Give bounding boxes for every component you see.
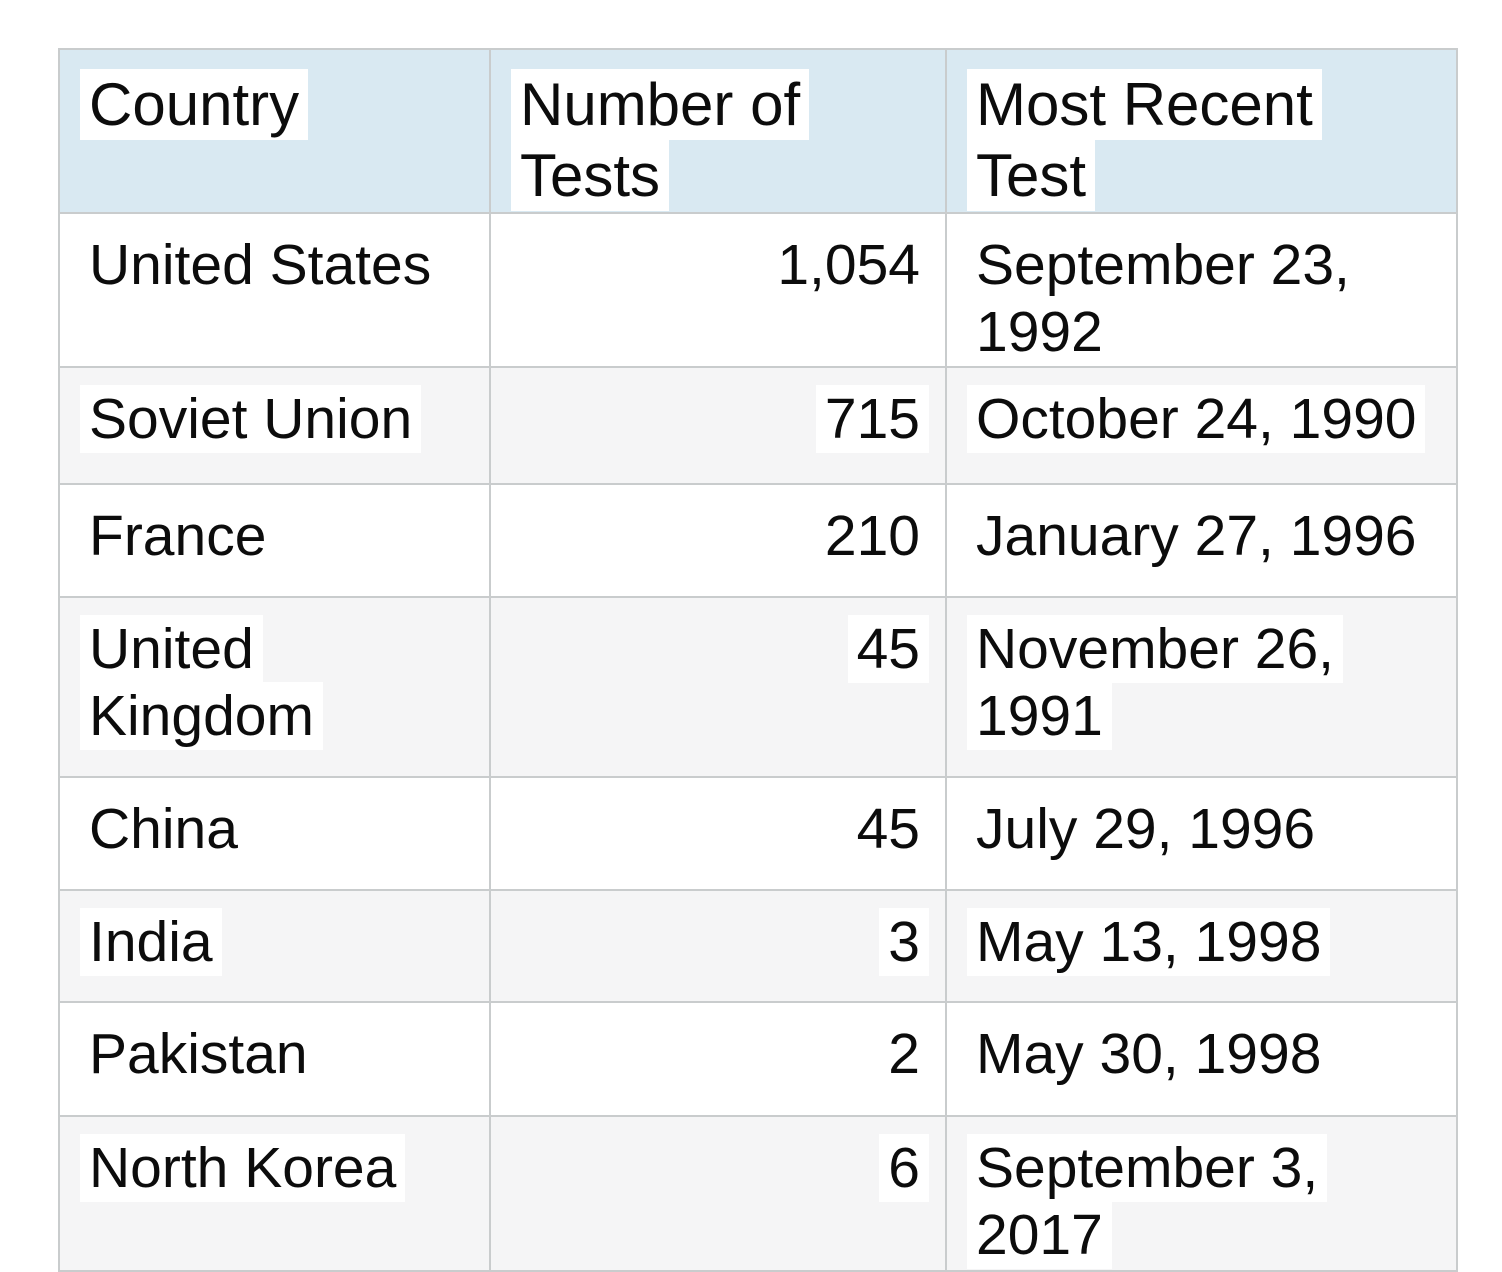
tests-value: 45 — [847, 615, 929, 684]
table-row-united-states: United States 1,054 September 23, 1992 — [58, 211, 1458, 369]
table-row-north-korea: North Korea 6 September 3, 2017 — [58, 1115, 1458, 1272]
country-cell: United States — [58, 211, 491, 369]
table-row-pakistan: Pakistan 2 May 30, 1998 — [58, 1001, 1458, 1118]
tests-value: 6 — [879, 1134, 929, 1203]
nuclear-tests-table-container: Country Number of Tests Most Recent Test… — [58, 48, 1458, 1272]
tests-value: 715 — [815, 385, 929, 454]
table-row-united-kingdom: United Kingdom 45 November 26, 1991 — [58, 596, 1458, 779]
most-recent-test-header: Most Recent Test — [945, 48, 1458, 214]
tests-cell: 45 — [489, 776, 947, 892]
tests-cell: 210 — [489, 483, 947, 599]
date-value: May 30, 1998 — [967, 1020, 1331, 1089]
table-row-china: China 45 July 29, 1996 — [58, 776, 1458, 892]
header-row: Country Number of Tests Most Recent Test — [58, 48, 1458, 214]
tests-cell: 6 — [489, 1115, 947, 1272]
tests-value: 3 — [879, 908, 929, 977]
date-value: October 24, 1990 — [967, 385, 1426, 454]
country-cell: India — [58, 889, 491, 1004]
country-value: France — [80, 502, 276, 571]
tests-value: 1,054 — [768, 230, 929, 299]
country-value: United States — [80, 230, 441, 299]
country-cell: France — [58, 483, 491, 599]
country-value: Pakistan — [80, 1020, 317, 1089]
number-of-tests-header: Number of Tests — [489, 48, 947, 214]
date-cell: September 23, 1992 — [945, 211, 1458, 369]
date-cell: November 26, 1991 — [945, 596, 1458, 779]
country-value: Soviet Union — [80, 385, 422, 454]
tests-value: 45 — [847, 795, 929, 864]
country-cell: Pakistan — [58, 1001, 491, 1118]
country-cell: China — [58, 776, 491, 892]
date-cell: July 29, 1996 — [945, 776, 1458, 892]
date-value: November 26, 1991 — [967, 615, 1344, 751]
most-recent-test-header-label: Most Recent Test — [967, 69, 1322, 211]
table-row-france: France 210 January 27, 1996 — [58, 483, 1458, 599]
tests-cell: 2 — [489, 1001, 947, 1118]
date-value: July 29, 1996 — [967, 795, 1325, 864]
date-cell: September 3, 2017 — [945, 1115, 1458, 1272]
nuclear-tests-table: Country Number of Tests Most Recent Test… — [58, 48, 1458, 1272]
country-header-label: Country — [80, 69, 309, 140]
date-value: May 13, 1998 — [967, 908, 1331, 977]
table-row-soviet-union: Soviet Union 715 October 24, 1990 — [58, 366, 1458, 486]
date-cell: May 30, 1998 — [945, 1001, 1458, 1118]
country-value: India — [80, 908, 222, 977]
table-row-india: India 3 May 13, 1998 — [58, 889, 1458, 1004]
tests-cell: 1,054 — [489, 211, 947, 369]
tests-value: 2 — [879, 1020, 929, 1089]
date-cell: May 13, 1998 — [945, 889, 1458, 1004]
tests-cell: 45 — [489, 596, 947, 779]
country-value: United Kingdom — [80, 615, 323, 751]
country-header: Country — [58, 48, 491, 214]
date-value: September 23, 1992 — [967, 230, 1359, 366]
date-value: January 27, 1996 — [967, 502, 1426, 571]
tests-value: 210 — [815, 502, 929, 571]
country-cell: North Korea — [58, 1115, 491, 1272]
date-cell: October 24, 1990 — [945, 366, 1458, 486]
country-value: China — [80, 795, 247, 864]
date-cell: January 27, 1996 — [945, 483, 1458, 599]
country-cell: United Kingdom — [58, 596, 491, 779]
tests-cell: 3 — [489, 889, 947, 1004]
number-of-tests-header-label: Number of Tests — [511, 69, 810, 211]
tests-cell: 715 — [489, 366, 947, 486]
country-cell: Soviet Union — [58, 366, 491, 486]
country-value: North Korea — [80, 1134, 406, 1203]
